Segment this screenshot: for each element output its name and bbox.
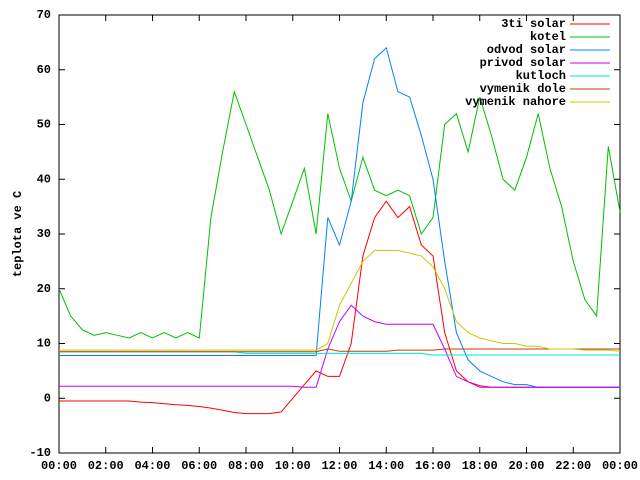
x-tick-label: 16:00 xyxy=(415,459,451,473)
y-tick-label: 0 xyxy=(44,391,51,405)
series-line xyxy=(59,348,620,353)
series-line xyxy=(59,249,621,352)
y-tick-label: 50 xyxy=(37,118,51,132)
legend-label: vymenik dole xyxy=(480,82,566,96)
series-line xyxy=(58,89,621,339)
x-tick-label: 20:00 xyxy=(508,459,544,473)
legend-label: 3ti solar xyxy=(501,17,566,31)
x-tick-label: 12:00 xyxy=(321,459,357,473)
y-tick-label: 60 xyxy=(37,63,51,77)
series-line xyxy=(59,304,620,388)
x-tick-label: 06:00 xyxy=(181,459,217,473)
x-tick-label: 04:00 xyxy=(134,459,170,473)
y-tick-label: 70 xyxy=(37,8,51,22)
y-tick-label: -10 xyxy=(29,446,51,460)
legend-label: vymenik nahore xyxy=(465,95,566,109)
x-tick-label: 08:00 xyxy=(228,459,264,473)
x-tick-label: 22:00 xyxy=(555,459,591,473)
x-tick-label: 00:00 xyxy=(602,459,638,473)
x-tick-label: 10:00 xyxy=(275,459,311,473)
x-tick-label: 00:00 xyxy=(41,459,77,473)
series-line xyxy=(59,200,620,415)
y-axis-label: teplota ve C xyxy=(11,191,25,277)
legend-label: privod solar xyxy=(480,56,566,70)
y-tick-label: 30 xyxy=(37,227,51,241)
x-tick-label: 02:00 xyxy=(88,459,124,473)
legend-label: odvod solar xyxy=(487,43,566,57)
legend-label: kotel xyxy=(530,30,566,44)
x-tick-label: 18:00 xyxy=(462,459,498,473)
legend-label: kutloch xyxy=(516,69,566,83)
y-tick-label: 20 xyxy=(37,282,51,296)
y-tick-label: 10 xyxy=(37,337,51,351)
y-tick-label: 40 xyxy=(37,172,51,186)
series-line xyxy=(59,46,620,388)
x-tick-label: 14:00 xyxy=(368,459,404,473)
